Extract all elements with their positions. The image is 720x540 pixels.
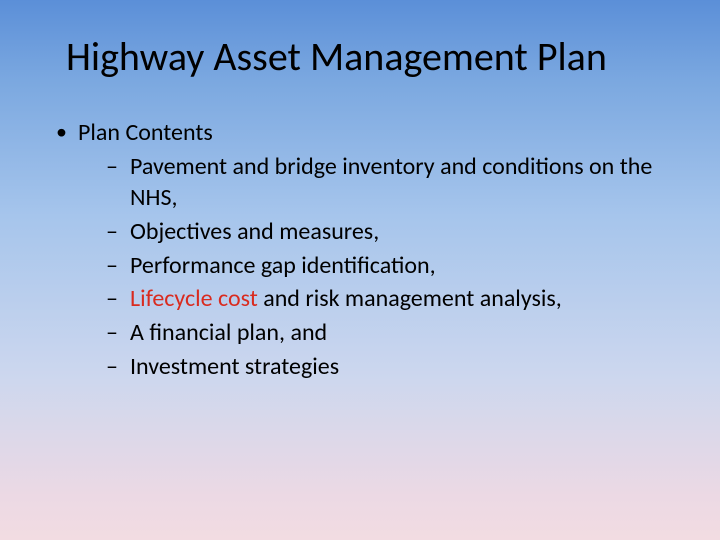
item-text: Investment strategies	[130, 352, 339, 381]
item-text: Pavement and bridge inventory and condit…	[130, 152, 652, 213]
slide: Highway Asset Management Plan Plan Conte…	[0, 0, 720, 540]
item-text: Performance gap identification,	[130, 251, 436, 280]
list-item: Performance gap identification,	[106, 250, 660, 282]
item-text: A financial plan, and	[130, 318, 327, 347]
item-text-highlight: Lifecycle cost	[130, 284, 258, 313]
bullet-list-level1: Plan Contents Pavement and bridge invent…	[50, 117, 660, 382]
item-text: and risk management analysis,	[258, 284, 562, 313]
list-item: Investment strategies	[106, 351, 660, 383]
level1-label: Plan Contents	[78, 118, 213, 147]
list-item: Pavement and bridge inventory and condit…	[106, 151, 660, 214]
item-text: Objectives and measures,	[130, 217, 379, 246]
slide-content: Plan Contents Pavement and bridge invent…	[0, 81, 720, 382]
bullet-list-level2: Pavement and bridge inventory and condit…	[78, 151, 660, 383]
list-item: Lifecycle cost and risk management analy…	[106, 283, 660, 315]
list-item: Objectives and measures,	[106, 216, 660, 248]
list-item: Plan Contents Pavement and bridge invent…	[50, 117, 660, 382]
list-item: A financial plan, and	[106, 317, 660, 349]
slide-title: Highway Asset Management Plan	[0, 0, 720, 81]
